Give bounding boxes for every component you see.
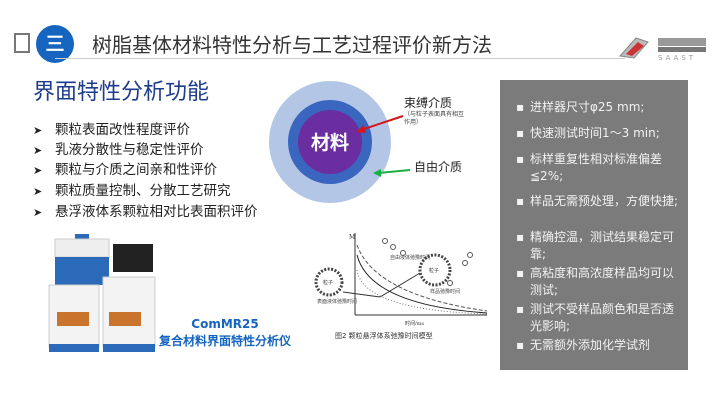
core-label: 材料	[311, 131, 349, 154]
spec-item: ▪ 进样器尺寸φ25 mm;	[516, 100, 645, 114]
spec-item: ▪ 快速测试时间1～3 min;	[516, 126, 660, 140]
arrow-bullet-icon: ➤	[33, 164, 43, 177]
section-number-badge: 三	[36, 25, 74, 63]
svg-text:自由液体弛豫时间: 自由液体弛豫时间	[390, 254, 430, 261]
figure-caption: 图2 颗粒悬浮体系弛豫时间模型	[335, 332, 433, 340]
product-model: ComMR25	[191, 317, 259, 331]
feature-item: ➤ 颗粒表面改性程度评价	[33, 122, 190, 138]
svg-text:粒子: 粒子	[429, 267, 439, 274]
instrument-photo	[48, 234, 156, 352]
specs-panel: ▪ 进样器尺寸φ25 mm; ▪ 快速测试时间1～3 min; ▪ 标样重复性相对标准…	[500, 80, 688, 370]
spec-item: ▪ 高粘度和高浓度样品均可以测试;	[516, 266, 675, 297]
section-heading: 界面特性分析功能	[33, 80, 210, 105]
spec-item: ▪ 无需额外添加化学试剂	[516, 338, 651, 352]
material-core-circle	[298, 110, 362, 174]
medium-layer-diagram: 材料	[269, 81, 410, 203]
arrow-bullet-icon: ➤	[33, 185, 43, 198]
title-divider	[55, 58, 625, 59]
feature-item: ➤ 颗粒与介质之间亲和性评价	[33, 162, 217, 178]
company-logo: SAAST	[619, 37, 706, 62]
feature-item: ➤ 悬浮液体系颗粒相对比表面积评价	[33, 204, 258, 220]
product-name: 复合材料界面特性分析仪	[158, 334, 291, 348]
page-title: 树脂基体材料特性分析与工艺过程评价新方法	[92, 33, 492, 57]
spec-item: ▪ 样品无需预处理，方便快捷;	[516, 194, 679, 208]
arrow-bullet-icon: ➤	[33, 144, 43, 157]
svg-text:时间/ms: 时间/ms	[405, 320, 424, 327]
svg-text:粒子: 粒子	[323, 279, 333, 286]
bound-medium-label: 束缚介质	[404, 96, 453, 110]
bound-medium-note: （与粒子表面具有相互作用）	[404, 111, 465, 126]
svg-text:M: M	[349, 234, 355, 241]
title-square-decoration	[14, 33, 30, 53]
free-medium-label: 自由介质	[414, 160, 463, 174]
feature-item: ➤ 乳液分散性与稳定性评价	[33, 142, 204, 158]
spec-item: ▪ 精确控温，测试结果稳定可靠;	[516, 230, 675, 261]
feature-item: ➤ 颗粒质量控制、分散工艺研究	[33, 183, 231, 199]
free-arrow	[377, 169, 410, 174]
arrow-bullet-icon: ➤	[33, 124, 43, 137]
arrow-bullet-icon: ➤	[33, 206, 43, 219]
svg-text:表面液体弛豫时间: 表面液体弛豫时间	[317, 298, 357, 305]
bound-arrow	[357, 115, 404, 132]
svg-text:样品弛豫时间: 样品弛豫时间	[430, 288, 460, 295]
spec-item: ▪ 测试不受样品颜色和是否透光影响;	[516, 302, 675, 333]
spec-item: ▪ 标样重复性相对标准偏差≦2%;	[516, 152, 663, 183]
logo-text: SAAST	[658, 54, 696, 62]
relaxation-model-figure: M 时间/ms 自由液体弛豫时间 样品弛豫时间 表面液体弛豫时间 粒子 粒子	[314, 233, 488, 327]
